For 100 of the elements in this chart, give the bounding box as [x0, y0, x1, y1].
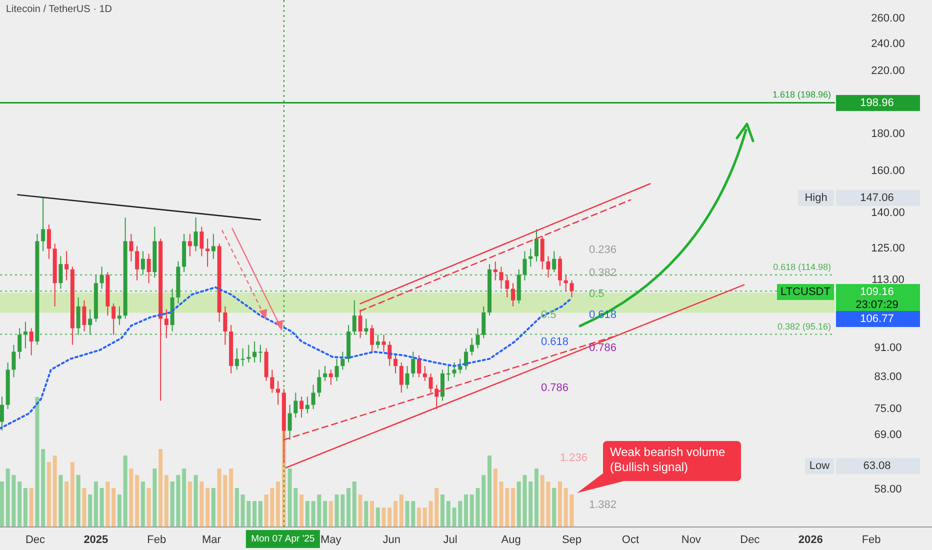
- candlestick: [58, 256, 63, 290]
- candlestick: [76, 296, 80, 336]
- candlestick: [558, 256, 562, 286]
- candlestick: [428, 372, 433, 394]
- bar: [140, 482, 145, 527]
- candlestick: [417, 354, 422, 378]
- bar: [510, 488, 515, 527]
- bar: [211, 488, 216, 527]
- bar: [41, 449, 46, 527]
- ref-line-label: 1.618 (198.96): [772, 90, 831, 100]
- bar: [276, 482, 280, 527]
- x-tick-label: Nov: [681, 534, 702, 546]
- bar: [58, 475, 63, 527]
- bar: [152, 468, 157, 527]
- bar: [394, 501, 398, 527]
- candlestick: [294, 392, 298, 418]
- bar: [135, 475, 140, 527]
- x-tick-label: May: [320, 534, 342, 546]
- annotation: 0.618: [541, 336, 569, 348]
- bar: [417, 508, 422, 527]
- candlestick: [440, 369, 445, 402]
- bar: [82, 488, 86, 527]
- bar: [258, 501, 262, 527]
- candlestick: [510, 282, 515, 307]
- candlestick: [129, 233, 134, 262]
- candlestick: [164, 308, 168, 339]
- annotation: High: [804, 192, 828, 204]
- candlestick: [0, 396, 4, 432]
- candlestick: [323, 366, 328, 382]
- candlestick: [211, 233, 216, 260]
- bar: [487, 456, 492, 527]
- candlestick: [522, 250, 527, 281]
- annotation: 23:07:29: [856, 298, 898, 311]
- candlestick: [546, 256, 550, 278]
- candlestick: [194, 217, 198, 252]
- candlestick: [540, 236, 544, 270]
- bar: [534, 468, 538, 527]
- candlestick: [64, 250, 69, 281]
- candlestick: [18, 328, 22, 360]
- x-tick-label: Aug: [501, 534, 521, 546]
- x-tick-label: Jun: [382, 534, 400, 546]
- y-tick-label: 260.00: [871, 12, 905, 25]
- candlestick: [382, 334, 386, 352]
- bar: [182, 468, 186, 527]
- candlestick: [270, 369, 274, 394]
- candlestick: [482, 306, 486, 339]
- bar: [252, 501, 257, 527]
- bar: [505, 488, 510, 527]
- candlestick: [411, 351, 416, 378]
- annotation: 0.382: [589, 266, 617, 279]
- bar: [106, 482, 110, 527]
- candlestick: [140, 250, 145, 276]
- bar: [158, 449, 163, 527]
- candlestick: [476, 328, 480, 349]
- x-tick-label: Oct: [622, 534, 640, 546]
- candlestick: [23, 321, 28, 349]
- annotation: 147.06: [860, 192, 894, 204]
- bar: [422, 508, 427, 527]
- annotation: LTCUSDT: [780, 286, 831, 298]
- y-tick-label: 180.00: [871, 128, 905, 140]
- candlestick: [82, 300, 86, 332]
- candlestick: [528, 248, 533, 268]
- annotation: 0.236: [589, 244, 617, 256]
- candlestick: [117, 306, 122, 326]
- candlestick: [305, 396, 310, 414]
- bar: [464, 494, 468, 527]
- candlestick: [552, 250, 556, 273]
- y-tick-label: 75.00: [874, 402, 902, 415]
- x-tick-label: Sep: [562, 534, 582, 546]
- line-series: [0, 286, 573, 430]
- bar: [18, 482, 22, 527]
- bar: [194, 475, 198, 527]
- annotation: 198.96: [860, 96, 894, 109]
- annotation: 0.786: [589, 342, 617, 354]
- bar: [229, 468, 234, 527]
- candlestick: [223, 306, 228, 346]
- annotation: 1.236: [560, 452, 588, 464]
- candlestick: [188, 233, 192, 257]
- ref-line-label: 0.618 (114.98): [773, 262, 831, 272]
- candlestick: [505, 274, 510, 298]
- candlestick: [12, 344, 16, 378]
- candlestick: [446, 366, 450, 382]
- candlestick: [328, 369, 333, 386]
- bar: [123, 456, 128, 527]
- ref-line-label: Mon 07 Apr '25: [251, 534, 315, 545]
- bar: [164, 475, 168, 527]
- candlestick: [46, 224, 51, 260]
- bar: [328, 501, 333, 527]
- bar: [35, 397, 40, 527]
- bar: [305, 501, 310, 527]
- bar: [370, 501, 374, 527]
- candlestick: [88, 308, 92, 336]
- candlestick: [317, 369, 322, 398]
- bar: [528, 482, 533, 527]
- candlestick: [452, 362, 456, 378]
- candlestick: [288, 404, 292, 440]
- candlestick: [422, 366, 427, 382]
- bar: [352, 482, 356, 527]
- annotation: 63.08: [863, 460, 891, 472]
- ref-line-label: 0.382 (95.16): [777, 321, 831, 332]
